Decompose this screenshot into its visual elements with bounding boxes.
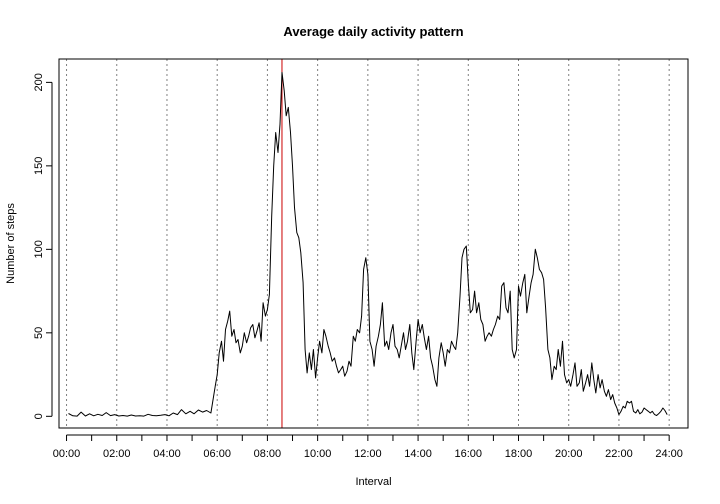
x-tick-label: 18:00 (505, 448, 533, 460)
y-axis-label: Number of steps (5, 203, 17, 284)
x-tick-label: 04:00 (153, 448, 181, 460)
y-tick-label: 50 (33, 327, 45, 339)
series-layer (68, 59, 668, 428)
x-axis-label: Interval (355, 476, 391, 488)
plot-frame (58, 58, 689, 429)
x-tick-label: 20:00 (555, 448, 583, 460)
y-axis: 0 50 100 150 200 (33, 73, 53, 419)
x-tick-label: 22:00 (605, 448, 633, 460)
chart-title: Average daily activity pattern (283, 24, 463, 39)
grid-lines (66, 59, 670, 428)
y-tick-label: 100 (33, 240, 45, 258)
x-tick-label: 14:00 (404, 448, 432, 460)
y-tick-label: 200 (33, 73, 45, 91)
x-tick-label: 10:00 (304, 448, 332, 460)
x-tick-label: 08:00 (254, 448, 282, 460)
x-tick-label: 00:00 (53, 448, 81, 460)
x-tick-label: 06:00 (203, 448, 231, 460)
series-line (68, 71, 668, 417)
x-tick-label: 02:00 (103, 448, 131, 460)
y-tick-label: 150 (33, 157, 45, 175)
x-tick-label: 24:00 (655, 448, 683, 460)
x-axis: 00:00 02:00 04:00 06:00 08:00 10:00 12:00 14:00… (53, 434, 683, 460)
x-tick-label: 16:00 (455, 448, 483, 460)
x-tick-label: 12:00 (354, 448, 382, 460)
y-tick-label: 0 (33, 413, 45, 419)
